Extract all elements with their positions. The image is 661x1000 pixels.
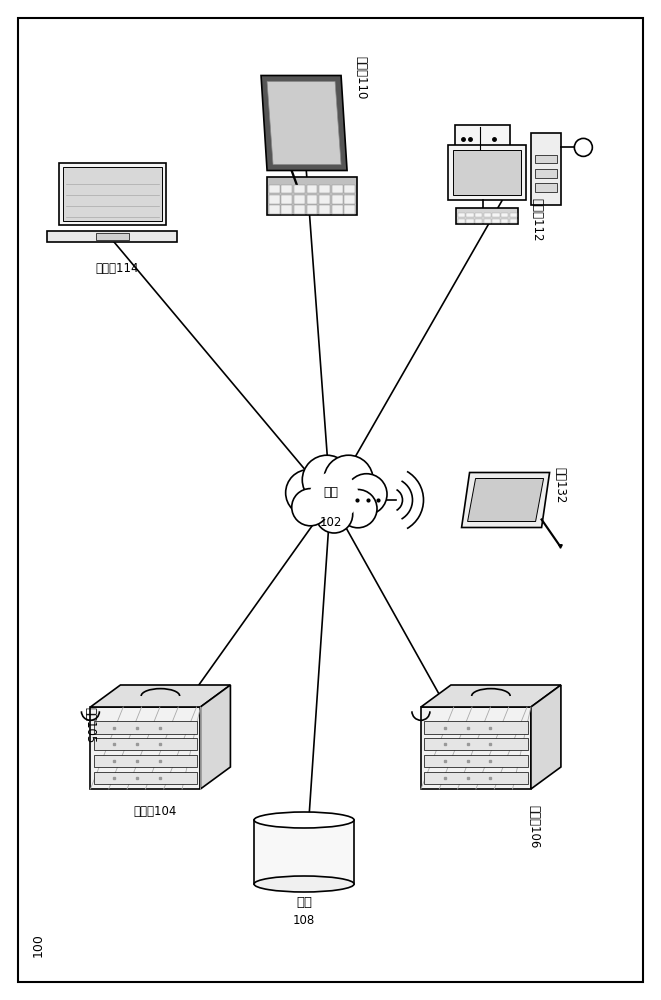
Bar (457, 213, 465, 217)
Bar (466, 219, 474, 223)
Bar (484, 219, 491, 223)
Bar (94, 755, 197, 767)
Text: 服务器106: 服务器106 (527, 805, 541, 848)
Bar (294, 205, 305, 214)
Bar (424, 721, 527, 734)
Polygon shape (91, 707, 200, 789)
Bar (484, 213, 491, 217)
Bar (510, 219, 517, 223)
Bar (319, 195, 330, 204)
Bar (332, 195, 342, 204)
Bar (531, 133, 561, 205)
Bar (282, 185, 292, 193)
Bar (294, 195, 305, 204)
Bar (269, 205, 280, 214)
Bar (332, 185, 342, 193)
Bar (48, 231, 177, 242)
Bar (424, 738, 527, 750)
Bar (448, 145, 526, 200)
Polygon shape (267, 82, 341, 164)
Bar (63, 167, 162, 221)
Bar (94, 738, 197, 750)
Bar (94, 721, 197, 734)
Bar (501, 219, 508, 223)
Ellipse shape (254, 876, 354, 892)
Bar (492, 219, 500, 223)
Bar (282, 195, 292, 204)
Bar (475, 219, 483, 223)
Bar (319, 185, 330, 193)
Bar (475, 213, 483, 217)
Text: 设备132: 设备132 (553, 467, 566, 503)
Bar (332, 205, 342, 214)
Bar (269, 185, 280, 193)
Bar (344, 185, 355, 193)
Text: 客户端112: 客户端112 (530, 198, 543, 242)
Bar (59, 163, 166, 225)
Circle shape (315, 496, 353, 533)
Text: 服务器104: 服务器104 (134, 805, 177, 818)
Bar (510, 213, 517, 217)
Bar (457, 219, 465, 223)
Polygon shape (91, 685, 231, 707)
Polygon shape (461, 473, 549, 528)
Bar (96, 233, 129, 240)
Bar (501, 213, 508, 217)
Bar (424, 772, 527, 784)
Bar (453, 150, 522, 195)
Bar (307, 205, 317, 214)
Text: 客户端114: 客户端114 (96, 262, 139, 275)
Circle shape (574, 138, 592, 156)
Bar (282, 205, 292, 214)
Circle shape (309, 472, 359, 521)
Text: 存储: 存储 (296, 896, 312, 909)
Polygon shape (421, 685, 561, 707)
Bar (254, 820, 354, 884)
Circle shape (292, 489, 329, 526)
Bar (94, 772, 197, 784)
Circle shape (338, 489, 377, 528)
Polygon shape (531, 685, 561, 789)
Bar (344, 205, 355, 214)
Text: 网络: 网络 (323, 486, 338, 498)
Ellipse shape (254, 812, 354, 828)
Bar (455, 125, 510, 153)
Text: 100: 100 (32, 933, 44, 957)
Bar (466, 213, 474, 217)
Polygon shape (421, 707, 531, 789)
Circle shape (324, 455, 373, 504)
Polygon shape (200, 685, 231, 789)
Polygon shape (261, 76, 347, 170)
Bar (267, 177, 357, 215)
Bar (535, 169, 557, 178)
Bar (535, 155, 557, 163)
Text: 108: 108 (293, 914, 315, 927)
Bar (294, 185, 305, 193)
Bar (424, 755, 527, 767)
Bar (492, 213, 500, 217)
Bar (456, 208, 518, 224)
Text: 应用105: 应用105 (83, 707, 97, 743)
Bar (307, 195, 317, 204)
Circle shape (286, 470, 332, 516)
Circle shape (302, 455, 352, 504)
Bar (269, 195, 280, 204)
Polygon shape (467, 478, 543, 522)
Bar (319, 205, 330, 214)
Bar (307, 185, 317, 193)
Text: 客户端110: 客户端110 (354, 56, 367, 100)
Text: 102: 102 (319, 516, 342, 528)
Bar (344, 195, 355, 204)
Bar (535, 183, 557, 192)
Circle shape (346, 474, 387, 515)
